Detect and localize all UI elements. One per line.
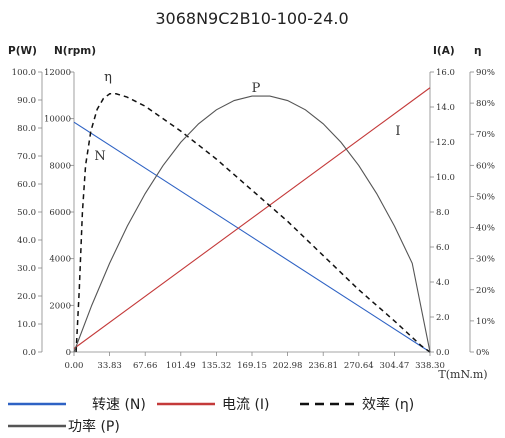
speed-axis-header: N(rpm) xyxy=(54,45,96,57)
x-tick-label: 135.32 xyxy=(202,361,232,371)
curve-label-power: P xyxy=(252,81,261,96)
efficiency-tick-label: 30% xyxy=(476,255,495,265)
speed-tick-label: 0 xyxy=(66,348,71,358)
efficiency-axis-header: η xyxy=(474,45,481,57)
current-tick-label: 14.0 xyxy=(436,103,455,113)
legend-item-efficiency: 效率 (η) xyxy=(300,396,414,413)
efficiency-tick-label: 70% xyxy=(476,130,495,140)
current-tick-label: 8.0 xyxy=(436,208,450,218)
axes-layer: 0.0 10.0 20.0 30.0 40.0 50.0 60.0 70.0 80.0 90.0 1… xyxy=(12,68,495,371)
x-tick-label: 236.81 xyxy=(308,361,338,371)
power-tick-label: 10.0 xyxy=(17,320,36,330)
speed-tick-label: 4000 xyxy=(49,255,71,265)
series-line-speed xyxy=(73,121,431,353)
power-tick-label: 100.0 xyxy=(12,68,36,78)
speed-tick-label: 6000 xyxy=(49,208,71,218)
x-tick-label: 338.30 xyxy=(415,361,445,371)
efficiency-tick-label: 10% xyxy=(476,317,495,327)
chart-title: 3068N9C2B10-100-24.0 xyxy=(155,9,348,28)
power-tick-label: 0.0 xyxy=(22,348,36,358)
curve-label-speed: N xyxy=(94,149,105,164)
current-tick-label: 6.0 xyxy=(436,243,450,253)
current-tick-label: 16.0 xyxy=(436,68,455,78)
speed-tick-label: 8000 xyxy=(49,161,71,171)
series-line-efficiency xyxy=(75,93,431,353)
legend-label-efficiency: 效率 (η) xyxy=(362,396,414,413)
power-tick-label: 70.0 xyxy=(17,152,36,162)
power-tick-label: 20.0 xyxy=(17,292,36,302)
curve-label-current: I xyxy=(395,124,400,139)
x-tick-label: 169.15 xyxy=(237,361,267,371)
efficiency-tick-label: 40% xyxy=(476,224,495,234)
x-tick-label: 270.64 xyxy=(344,361,374,371)
power-axis-header: P(W) xyxy=(8,45,37,57)
power-tick-label: 90.0 xyxy=(17,96,36,106)
legend-label-speed: 转速 (N) xyxy=(92,397,146,413)
speed-tick-label: 2000 xyxy=(49,301,71,311)
legend-item-speed: 转速 (N) xyxy=(8,397,146,413)
legend-label-current: 电流 (I) xyxy=(222,397,270,413)
power-tick-label: 40.0 xyxy=(17,236,36,246)
efficiency-tick-label: 60% xyxy=(476,161,495,171)
efficiency-tick-label: 0% xyxy=(476,348,490,358)
legend-item-current: 电流 (I) xyxy=(157,397,270,413)
current-tick-label: 10.0 xyxy=(436,173,455,183)
efficiency-tick-label: 80% xyxy=(476,99,495,109)
efficiency-tick-label: 90% xyxy=(476,68,495,78)
speed-tick-label: 10000 xyxy=(44,115,71,125)
efficiency-tick-label: 50% xyxy=(476,192,495,202)
current-tick-label: 0.0 xyxy=(436,348,450,358)
legend: 转速 (N) 电流 (I) 效率 (η) 功率 (P) xyxy=(8,396,414,435)
power-tick-label: 60.0 xyxy=(17,180,36,190)
legend-item-power: 功率 (P) xyxy=(8,418,120,435)
power-tick-label: 30.0 xyxy=(17,264,36,274)
speed-tick-label: 12000 xyxy=(44,68,71,78)
curve-labels-layer: N Iη P xyxy=(94,70,400,164)
x-tick-label: 202.98 xyxy=(273,361,303,371)
x-tick-label: 0.00 xyxy=(65,361,84,371)
curve-label-efficiency: η xyxy=(104,70,112,85)
series-line-current xyxy=(73,87,431,349)
series-layer xyxy=(73,87,431,353)
power-tick-label: 80.0 xyxy=(17,124,36,134)
efficiency-tick-label: 20% xyxy=(476,286,495,296)
current-tick-label: 12.0 xyxy=(436,138,455,148)
x-axis-label: T(mN.m) xyxy=(438,368,487,381)
series-line-power xyxy=(73,95,431,353)
x-tick-label: 33.83 xyxy=(97,361,121,371)
current-tick-label: 4.0 xyxy=(436,278,450,288)
x-tick-label: 67.66 xyxy=(133,361,157,371)
current-axis-header: I(A) xyxy=(433,45,455,57)
x-tick-label: 304.47 xyxy=(380,361,410,371)
legend-label-power: 功率 (P) xyxy=(68,418,120,435)
power-tick-label: 50.0 xyxy=(17,208,36,218)
x-tick-label: 101.49 xyxy=(166,361,196,371)
current-tick-label: 2.0 xyxy=(436,313,450,323)
